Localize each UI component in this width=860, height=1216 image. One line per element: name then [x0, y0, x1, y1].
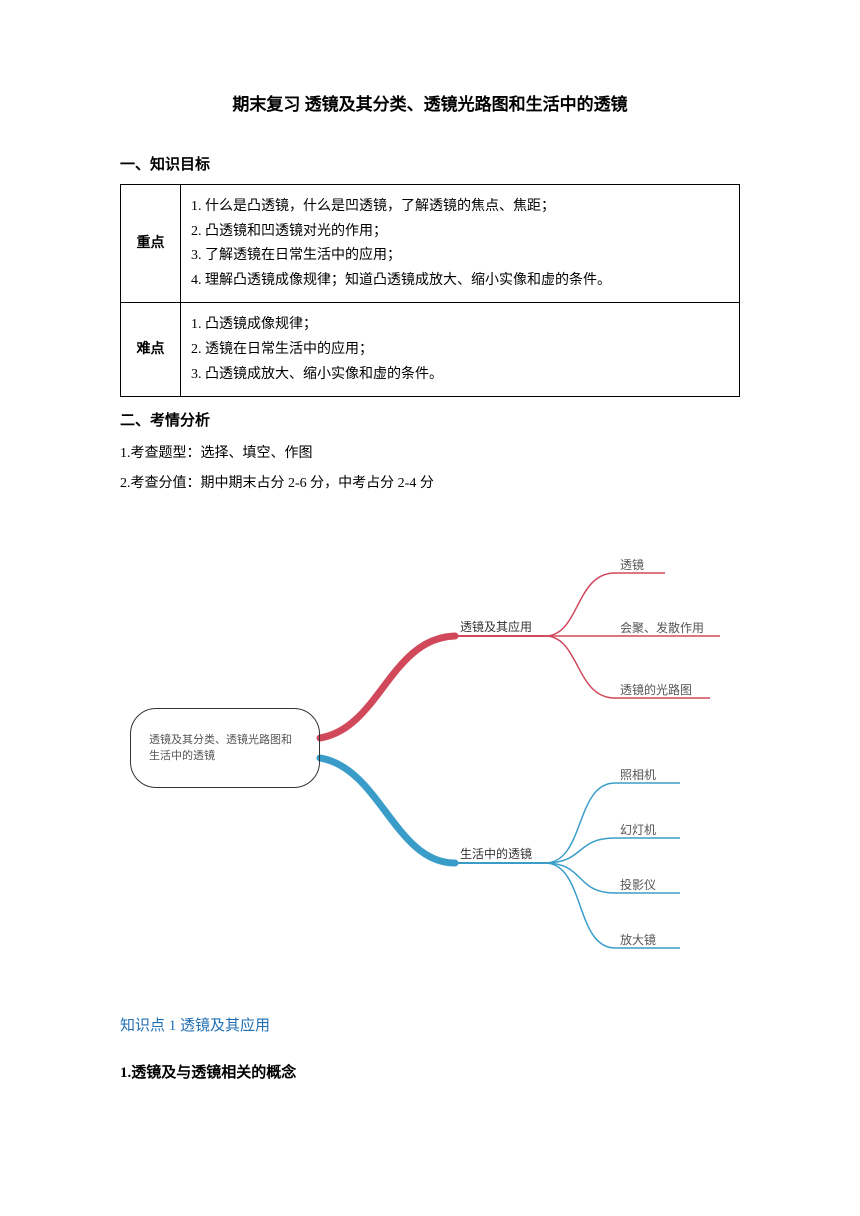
leaf-label: 会聚、发散作用 — [620, 619, 704, 636]
list-item: 1. 凸透镜成像规律； — [191, 315, 729, 335]
row-content: 1. 什么是凸透镜，什么是凹透镜，了解透镜的焦点、焦距； 2. 凸透镜和凹透镜对… — [181, 185, 740, 303]
list-item: 1. 什么是凸透镜，什么是凹透镜，了解透镜的焦点、焦距； — [191, 197, 729, 217]
exam-score: 2.考查分值：期中期末占分 2-6 分，中考占分 2-4 分 — [120, 470, 740, 498]
table-row: 重点 1. 什么是凸透镜，什么是凹透镜，了解透镜的焦点、焦距； 2. 凸透镜和凹… — [121, 185, 740, 303]
leaf-label: 透镜的光路图 — [620, 681, 692, 698]
page-title: 期末复习 透镜及其分类、透镜光路图和生活中的透镜 — [120, 90, 740, 115]
row-label: 难点 — [121, 303, 181, 397]
row-label: 重点 — [121, 185, 181, 303]
section1-header: 一、知识目标 — [120, 153, 740, 174]
leaf-label: 透镜 — [620, 556, 644, 573]
mindmap-root: 透镜及其分类、透镜光路图和生活中的透镜 — [130, 708, 320, 788]
mindmap: 透镜及其分类、透镜光路图和生活中的透镜 透镜及其应用 透镜 会聚、发散作用 透镜… — [120, 528, 740, 978]
exam-type: 1.考查题型：选择、填空、作图 — [120, 440, 740, 468]
branch2-label: 生活中的透镜 — [460, 845, 532, 862]
row-content: 1. 凸透镜成像规律； 2. 透镜在日常生活中的应用； 3. 凸透镜成放大、缩小… — [181, 303, 740, 397]
knowledge-point-header: 知识点 1 透镜及其应用 — [120, 1014, 740, 1035]
list-item: 2. 透镜在日常生活中的应用； — [191, 340, 729, 360]
leaf-label: 放大镜 — [620, 931, 656, 948]
leaf-label: 投影仪 — [620, 876, 656, 893]
list-item: 2. 凸透镜和凹透镜对光的作用； — [191, 222, 729, 242]
list-item: 3. 凸透镜成放大、缩小实像和虚的条件。 — [191, 365, 729, 385]
knowledge-table: 重点 1. 什么是凸透镜，什么是凹透镜，了解透镜的焦点、焦距； 2. 凸透镜和凹… — [120, 184, 740, 397]
branch1-label: 透镜及其应用 — [460, 618, 532, 635]
table-row: 难点 1. 凸透镜成像规律； 2. 透镜在日常生活中的应用； 3. 凸透镜成放大… — [121, 303, 740, 397]
section2-header: 二、考情分析 — [120, 409, 740, 430]
list-item: 3. 了解透镜在日常生活中的应用； — [191, 246, 729, 266]
leaf-label: 幻灯机 — [620, 821, 656, 838]
list-item: 4. 理解凸透镜成像规律；知道凸透镜成放大、缩小实像和虚的条件。 — [191, 271, 729, 291]
leaf-label: 照相机 — [620, 766, 656, 783]
knowledge-point-sub: 1.透镜及与透镜相关的概念 — [120, 1061, 740, 1082]
